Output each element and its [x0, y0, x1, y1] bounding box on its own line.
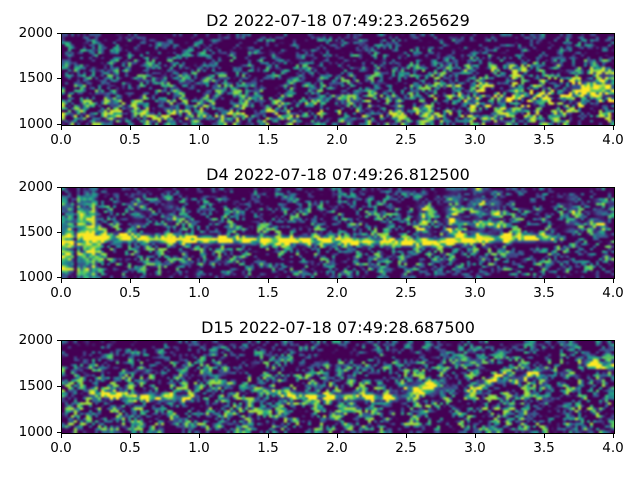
y-tick-label-d4: 1000 — [18, 269, 53, 285]
x-tick-label-d4: 0.0 — [50, 285, 72, 301]
x-tick-label-d2: 1.0 — [188, 132, 210, 148]
x-tick-label-d4: 0.5 — [119, 285, 141, 301]
x-tick-label-d15: 1.0 — [188, 440, 210, 456]
x-tick-mark-d2 — [268, 126, 269, 130]
spectrogram-canvas-d15 — [62, 341, 614, 433]
y-tick-mark-d4 — [57, 277, 61, 278]
x-tick-mark-d4 — [475, 279, 476, 283]
x-tick-label-d15: 2.5 — [395, 440, 417, 456]
x-tick-label-d4: 2.5 — [395, 285, 417, 301]
x-tick-mark-d2 — [130, 126, 131, 130]
x-tick-label-d15: 0.5 — [119, 440, 141, 456]
x-tick-label-d15: 3.5 — [533, 440, 555, 456]
x-tick-label-d2: 0.0 — [50, 132, 72, 148]
x-tick-label-d2: 2.5 — [395, 132, 417, 148]
y-tick-label-d4: 1500 — [18, 224, 53, 240]
x-tick-mark-d15 — [268, 434, 269, 438]
x-tick-label-d2: 0.5 — [119, 132, 141, 148]
y-tick-mark-d2 — [57, 33, 61, 34]
axes-spine-d2 — [61, 33, 615, 126]
spectrogram-canvas-d4 — [62, 188, 614, 278]
x-tick-mark-d2 — [61, 126, 62, 130]
spectrogram-canvas-d2 — [62, 34, 614, 125]
x-tick-label-d15: 1.5 — [257, 440, 279, 456]
x-tick-mark-d4 — [268, 279, 269, 283]
y-tick-label-d2: 2000 — [18, 25, 53, 41]
x-tick-mark-d2 — [406, 126, 407, 130]
x-tick-mark-d15 — [199, 434, 200, 438]
x-tick-label-d4: 2.0 — [326, 285, 348, 301]
y-tick-mark-d15 — [57, 432, 61, 433]
x-tick-mark-d4 — [61, 279, 62, 283]
x-tick-mark-d4 — [337, 279, 338, 283]
x-tick-mark-d15 — [406, 434, 407, 438]
y-tick-mark-d4 — [57, 232, 61, 233]
x-tick-label-d2: 3.5 — [533, 132, 555, 148]
y-tick-label-d4: 2000 — [18, 179, 53, 195]
x-tick-mark-d15 — [61, 434, 62, 438]
y-tick-label-d15: 1000 — [18, 424, 53, 440]
x-tick-label-d2: 1.5 — [257, 132, 279, 148]
y-tick-label-d15: 1500 — [18, 378, 53, 394]
x-tick-mark-d15 — [337, 434, 338, 438]
x-tick-mark-d2 — [613, 126, 614, 130]
x-tick-label-d4: 1.5 — [257, 285, 279, 301]
y-tick-mark-d2 — [57, 78, 61, 79]
y-tick-mark-d15 — [57, 340, 61, 341]
x-tick-mark-d4 — [544, 279, 545, 283]
x-tick-mark-d15 — [613, 434, 614, 438]
x-tick-label-d2: 4.0 — [602, 132, 624, 148]
y-tick-label-d15: 2000 — [18, 332, 53, 348]
y-tick-mark-d4 — [57, 187, 61, 188]
x-tick-label-d15: 0.0 — [50, 440, 72, 456]
x-tick-mark-d4 — [406, 279, 407, 283]
x-tick-label-d15: 3.0 — [464, 440, 486, 456]
x-tick-mark-d4 — [199, 279, 200, 283]
x-tick-mark-d15 — [544, 434, 545, 438]
x-tick-label-d4: 1.0 — [188, 285, 210, 301]
y-tick-label-d2: 1000 — [18, 116, 53, 132]
y-tick-mark-d2 — [57, 124, 61, 125]
x-tick-label-d15: 4.0 — [602, 440, 624, 456]
x-tick-mark-d2 — [475, 126, 476, 130]
x-tick-label-d2: 3.0 — [464, 132, 486, 148]
axes-spine-d15 — [61, 340, 615, 434]
x-tick-mark-d4 — [130, 279, 131, 283]
x-tick-label-d4: 4.0 — [602, 285, 624, 301]
x-tick-label-d4: 3.5 — [533, 285, 555, 301]
subplot-title-d2: D2 2022-07-18 07:49:23.265629 — [206, 11, 470, 30]
x-tick-mark-d15 — [475, 434, 476, 438]
x-tick-label-d4: 3.0 — [464, 285, 486, 301]
x-tick-label-d15: 2.0 — [326, 440, 348, 456]
subplot-title-d15: D15 2022-07-18 07:49:28.687500 — [201, 318, 475, 337]
subplot-title-d4: D4 2022-07-18 07:49:26.812500 — [206, 165, 470, 184]
x-tick-mark-d2 — [544, 126, 545, 130]
x-tick-mark-d2 — [199, 126, 200, 130]
x-tick-mark-d2 — [337, 126, 338, 130]
y-tick-label-d2: 1500 — [18, 70, 53, 86]
axes-spine-d4 — [61, 187, 615, 279]
x-tick-mark-d4 — [613, 279, 614, 283]
x-tick-label-d2: 2.0 — [326, 132, 348, 148]
x-tick-mark-d15 — [130, 434, 131, 438]
y-tick-mark-d15 — [57, 386, 61, 387]
